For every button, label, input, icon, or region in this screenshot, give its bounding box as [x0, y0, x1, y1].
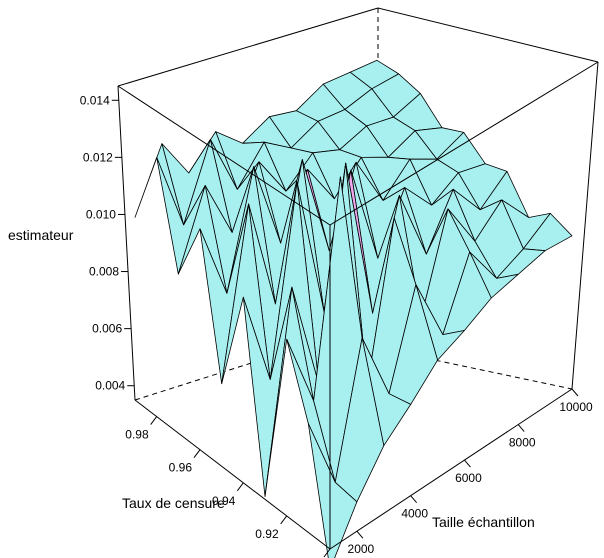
y-tick-mark — [323, 548, 331, 558]
x-tick-label: 4000 — [401, 507, 428, 521]
x-axis-title: Taille échantillon — [432, 514, 535, 530]
y-axis: 0.900.920.940.960.98 — [125, 416, 331, 558]
y-tick-mark — [193, 449, 201, 458]
y-tick-label: 0.94 — [212, 494, 236, 508]
y-tick-mark — [280, 515, 288, 525]
z-tick-label: 0.010 — [86, 207, 116, 221]
x-axis: 2000 4000 6000 8000 10000 — [348, 388, 593, 556]
z-tick-label: 0.006 — [92, 322, 122, 336]
box-top-left-edge — [117, 7, 379, 87]
box-top-front-right-edge — [329, 61, 599, 226]
z-axis: 0.004 0.006 0.008 0.010 0.012 0.014 — [80, 93, 135, 393]
box-bottom-left-edge — [134, 399, 331, 550]
box-back-edge-left — [134, 337, 331, 401]
x-tick-label: 8000 — [509, 436, 536, 450]
surface-facet — [307, 423, 358, 558]
y-tick-mark — [150, 416, 158, 425]
box-right-vertical-edge — [571, 61, 599, 390]
x-tick-mark — [356, 530, 364, 539]
x-tick-mark — [517, 424, 525, 432]
z-axis-title: estimateur — [8, 227, 74, 243]
y-tick-label: 0.92 — [255, 527, 279, 541]
y-axis-title: Taux de censure — [122, 495, 225, 511]
x-tick-label: 6000 — [455, 471, 482, 485]
z-tick-label: 0.008 — [89, 265, 119, 279]
y-tick-mark — [236, 482, 244, 492]
z-tick-label: 0.012 — [83, 150, 113, 164]
box-left-vertical-edge — [117, 85, 136, 401]
box-bottom-right-edge — [329, 388, 573, 550]
bounding-box — [117, 7, 599, 550]
box-top-front-left-edge — [117, 85, 331, 226]
y-tick-label: 0.98 — [125, 428, 149, 442]
y-tick-label: 0.96 — [169, 461, 193, 475]
surface-mesh — [134, 59, 573, 558]
x-tick-mark — [571, 388, 579, 397]
x-tick-label: 10000 — [559, 400, 593, 414]
x-tick-mark — [464, 459, 471, 468]
x-tick-label: 2000 — [348, 542, 375, 556]
box-top-right-edge — [377, 7, 599, 63]
z-tick-label: 0.014 — [80, 93, 110, 107]
z-tick-label: 0.004 — [95, 379, 125, 393]
x-tick-mark — [410, 495, 418, 503]
